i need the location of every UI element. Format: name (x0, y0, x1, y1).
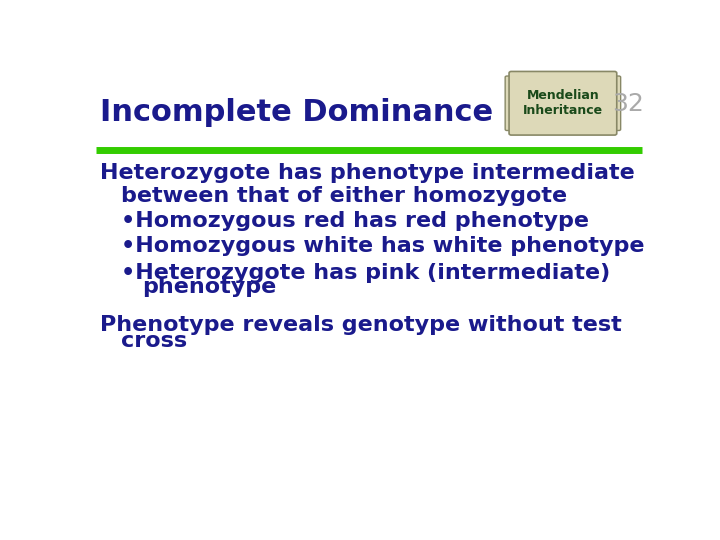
Text: phenotype: phenotype (143, 277, 276, 297)
Text: •Homozygous white has white phenotype: •Homozygous white has white phenotype (121, 235, 644, 255)
FancyBboxPatch shape (509, 71, 617, 135)
Text: Incomplete Dominance: Incomplete Dominance (100, 98, 493, 127)
FancyBboxPatch shape (505, 76, 516, 131)
Text: Phenotype reveals genotype without test: Phenotype reveals genotype without test (100, 315, 622, 335)
Text: between that of either homozygote: between that of either homozygote (121, 186, 567, 206)
Text: Mendelian
Inheritance: Mendelian Inheritance (523, 89, 603, 117)
Text: 32: 32 (613, 92, 644, 116)
Text: •Heterozygote has pink (intermediate): •Heterozygote has pink (intermediate) (121, 262, 611, 283)
Text: cross: cross (121, 332, 187, 352)
FancyBboxPatch shape (610, 76, 621, 131)
Text: Heterozygote has phenotype intermediate: Heterozygote has phenotype intermediate (100, 163, 635, 183)
Text: •Homozygous red has red phenotype: •Homozygous red has red phenotype (121, 211, 589, 231)
